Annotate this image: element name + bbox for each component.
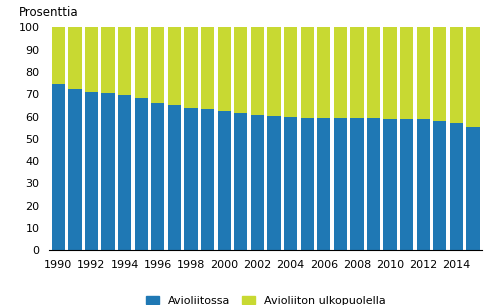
- Bar: [68, 89, 82, 250]
- Bar: [151, 103, 164, 250]
- Bar: [184, 27, 198, 108]
- Bar: [301, 118, 314, 250]
- Bar: [317, 27, 330, 118]
- Legend: Avioliitossa, Avioliiton ulkopuolella: Avioliitossa, Avioliiton ulkopuolella: [141, 291, 390, 305]
- Bar: [68, 27, 82, 89]
- Text: Prosenttia: Prosenttia: [19, 5, 79, 19]
- Bar: [151, 27, 164, 103]
- Bar: [201, 27, 214, 109]
- Bar: [301, 27, 314, 118]
- Bar: [433, 27, 447, 121]
- Bar: [217, 27, 231, 111]
- Bar: [52, 84, 65, 250]
- Bar: [101, 93, 115, 250]
- Bar: [168, 106, 181, 250]
- Bar: [284, 27, 297, 117]
- Bar: [251, 115, 264, 250]
- Bar: [135, 98, 148, 250]
- Bar: [317, 118, 330, 250]
- Bar: [85, 27, 98, 92]
- Bar: [101, 27, 115, 93]
- Bar: [466, 127, 480, 250]
- Bar: [234, 27, 247, 113]
- Bar: [350, 118, 364, 250]
- Bar: [135, 27, 148, 98]
- Bar: [201, 109, 214, 250]
- Bar: [85, 92, 98, 250]
- Bar: [118, 27, 131, 95]
- Bar: [400, 119, 413, 250]
- Bar: [217, 111, 231, 250]
- Bar: [52, 27, 65, 84]
- Bar: [251, 27, 264, 115]
- Bar: [284, 117, 297, 250]
- Bar: [433, 121, 447, 250]
- Bar: [383, 119, 397, 250]
- Bar: [267, 116, 280, 250]
- Bar: [367, 118, 380, 250]
- Bar: [367, 27, 380, 118]
- Bar: [417, 27, 430, 119]
- Bar: [466, 27, 480, 127]
- Bar: [334, 27, 347, 118]
- Bar: [184, 108, 198, 250]
- Bar: [450, 123, 463, 250]
- Bar: [450, 27, 463, 123]
- Bar: [168, 27, 181, 106]
- Bar: [118, 95, 131, 250]
- Bar: [383, 27, 397, 119]
- Bar: [334, 118, 347, 250]
- Bar: [417, 119, 430, 250]
- Bar: [350, 27, 364, 118]
- Bar: [400, 27, 413, 119]
- Bar: [267, 27, 280, 116]
- Bar: [234, 113, 247, 250]
